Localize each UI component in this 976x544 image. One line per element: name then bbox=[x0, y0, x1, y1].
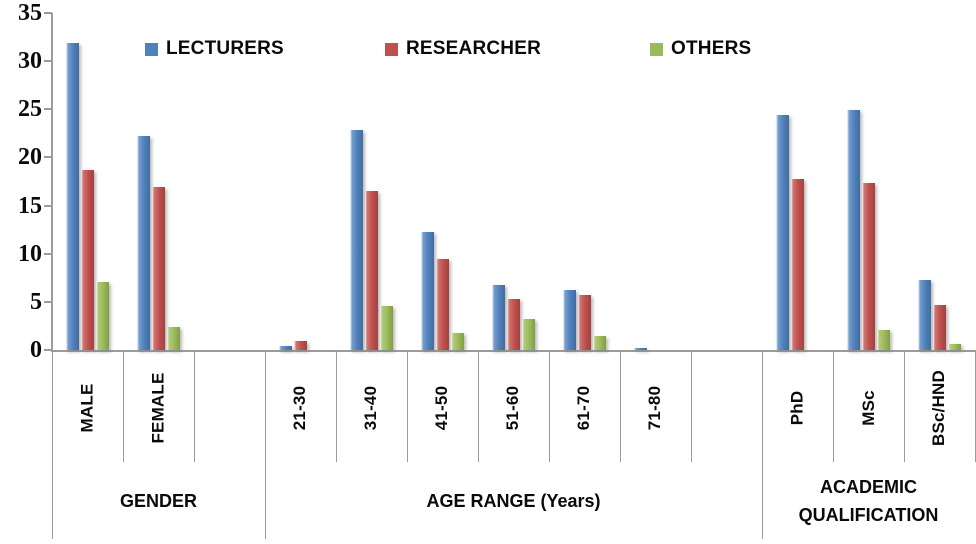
group-label-academic-qualification: ACADEMIC QUALIFICATION bbox=[762, 461, 975, 542]
y-tick-label: 25 bbox=[18, 96, 42, 123]
y-tick-label: 5 bbox=[30, 288, 42, 315]
category-divider bbox=[619, 351, 621, 462]
group-label-age-range-years-: AGE RANGE (Years) bbox=[265, 461, 762, 542]
y-tick-mark bbox=[44, 12, 52, 14]
bar-researcher-bsc-hnd bbox=[933, 305, 946, 350]
category-divider bbox=[335, 351, 337, 462]
legend-item-others: OTHERS bbox=[650, 38, 751, 60]
y-tick-label: 30 bbox=[18, 48, 42, 75]
category-label-cell: 21-30 bbox=[265, 352, 336, 463]
y-tick-mark bbox=[44, 204, 52, 207]
legend-swatch-icon bbox=[145, 42, 158, 56]
y-tick-mark bbox=[44, 60, 52, 63]
bar-lecturers-41-50 bbox=[421, 232, 434, 350]
category-label: MALE bbox=[77, 383, 97, 432]
bar-others-31-40 bbox=[380, 306, 393, 350]
bar-others-bsc-hnd bbox=[948, 344, 961, 350]
category-label: PhD bbox=[787, 390, 807, 425]
bar-lecturers-male bbox=[66, 43, 79, 350]
category-divider bbox=[832, 351, 834, 462]
group-label: AGE RANGE (Years) bbox=[426, 490, 601, 511]
bar-researcher-61-70 bbox=[578, 295, 591, 350]
bar-lecturers-bsc-hnd bbox=[918, 280, 931, 350]
bar-lecturers-71-80 bbox=[634, 348, 647, 350]
group-label: GENDER bbox=[119, 490, 197, 511]
legend-swatch-icon bbox=[650, 42, 663, 56]
category-label-cell: PhD bbox=[762, 352, 833, 463]
legend-label: LECTURERS bbox=[166, 38, 284, 59]
bar-others-male bbox=[96, 282, 109, 350]
category-divider bbox=[974, 351, 976, 462]
bar-lecturers-21-30 bbox=[279, 346, 292, 350]
bar-others-51-60 bbox=[522, 319, 535, 350]
legend-swatch-icon bbox=[385, 42, 398, 56]
y-tick-label: 0 bbox=[30, 337, 42, 363]
group-divider bbox=[51, 351, 53, 539]
category-label-cell: 31-40 bbox=[336, 352, 407, 463]
bar-lecturers-female bbox=[137, 136, 150, 350]
category-label: BSc/HND bbox=[929, 369, 949, 446]
category-label: FEMALE bbox=[148, 371, 168, 444]
bar-researcher-female bbox=[152, 187, 165, 350]
y-tick-mark bbox=[44, 108, 52, 111]
bar-researcher-31-40 bbox=[365, 191, 378, 350]
y-tick-label: 20 bbox=[18, 144, 42, 171]
bar-others-msc bbox=[877, 330, 890, 350]
group-divider bbox=[761, 351, 763, 539]
category-label: 41-50 bbox=[432, 385, 452, 430]
category-label: 71-80 bbox=[645, 385, 665, 430]
y-tick-mark bbox=[44, 156, 52, 159]
category-divider bbox=[477, 351, 479, 462]
bar-researcher-51-60 bbox=[507, 299, 520, 350]
category-label-cell: 71-80 bbox=[620, 352, 691, 463]
bar-lecturers-msc bbox=[847, 110, 860, 350]
category-divider bbox=[690, 351, 692, 462]
bar-lecturers-51-60 bbox=[492, 285, 505, 350]
category-label: 21-30 bbox=[290, 385, 310, 430]
category-label-cell: 61-70 bbox=[549, 352, 620, 463]
group-label: ACADEMIC QUALIFICATION bbox=[798, 476, 939, 525]
category-label: MSc bbox=[858, 389, 878, 426]
category-label-cell: MSc bbox=[833, 352, 904, 463]
y-tick-label: 10 bbox=[18, 240, 42, 267]
category-divider bbox=[406, 351, 408, 462]
category-label-cell: 51-60 bbox=[478, 352, 549, 463]
y-tick-label: 15 bbox=[18, 192, 42, 219]
y-tick-mark bbox=[44, 300, 52, 303]
category-divider bbox=[548, 351, 550, 462]
category-divider bbox=[193, 351, 195, 462]
x-axis-line bbox=[51, 350, 976, 352]
bar-researcher-phd bbox=[791, 179, 804, 350]
category-label-cell: FEMALE bbox=[123, 352, 194, 463]
legend-label: OTHERS bbox=[671, 38, 752, 59]
legend-item-researcher: RESEARCHER bbox=[385, 38, 541, 60]
group-divider bbox=[264, 351, 266, 539]
category-label-cell: MALE bbox=[52, 352, 123, 463]
legend-label: RESEARCHER bbox=[406, 38, 542, 59]
bar-others-female bbox=[167, 327, 180, 350]
legend-item-lecturers: LECTURERS bbox=[145, 38, 284, 60]
y-axis-line bbox=[51, 13, 53, 352]
y-tick-label: 35 bbox=[18, 0, 42, 26]
category-label-cell: 41-50 bbox=[407, 352, 478, 463]
bar-researcher-male bbox=[81, 170, 94, 350]
category-label: 31-40 bbox=[361, 385, 381, 430]
category-divider bbox=[903, 351, 905, 462]
bar-lecturers-phd bbox=[776, 115, 789, 350]
category-label-cell: BSc/HND bbox=[904, 352, 975, 463]
y-tick-mark bbox=[44, 252, 52, 255]
group-label-gender: GENDER bbox=[52, 461, 265, 542]
bar-researcher-21-30 bbox=[294, 341, 307, 350]
category-label: 61-70 bbox=[574, 385, 594, 430]
y-tick-mark bbox=[44, 349, 52, 351]
bar-others-41-50 bbox=[451, 333, 464, 350]
bar-researcher-41-50 bbox=[436, 259, 449, 350]
bar-others-61-70 bbox=[593, 336, 606, 350]
bar-researcher-msc bbox=[862, 183, 875, 350]
bar-lecturers-31-40 bbox=[350, 130, 363, 350]
category-divider bbox=[122, 351, 124, 462]
category-label: 51-60 bbox=[503, 385, 523, 430]
bar-lecturers-61-70 bbox=[563, 290, 576, 350]
